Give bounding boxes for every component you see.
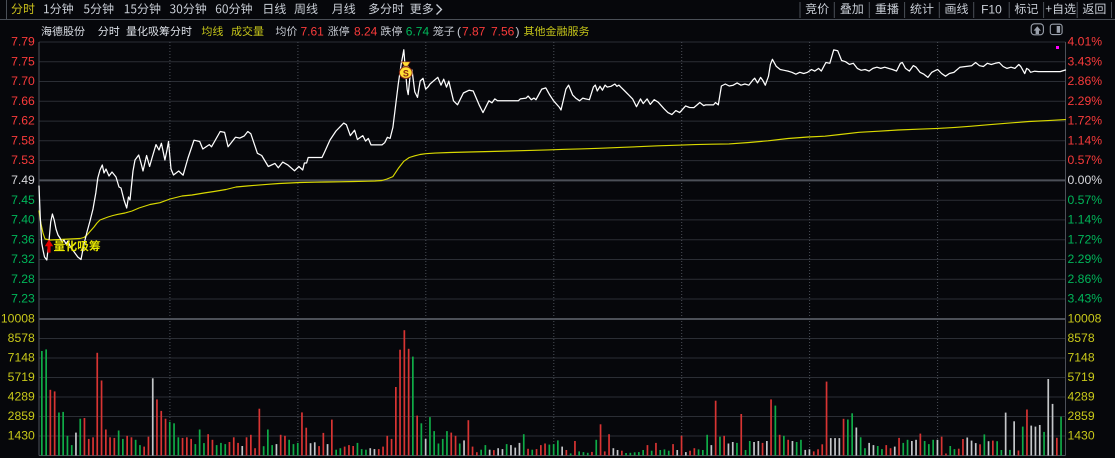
svg-text:F10: F10 bbox=[981, 2, 1002, 16]
svg-text:): ) bbox=[516, 24, 520, 38]
svg-text:2.86%: 2.86% bbox=[1068, 272, 1103, 286]
svg-text:7.87: 7.87 bbox=[462, 24, 486, 38]
svg-text:4289: 4289 bbox=[8, 390, 35, 404]
svg-text:1.14%: 1.14% bbox=[1068, 133, 1103, 147]
svg-text:7.66: 7.66 bbox=[11, 94, 35, 108]
svg-text:0.00%: 0.00% bbox=[1068, 173, 1103, 187]
svg-text:7.32: 7.32 bbox=[11, 252, 35, 266]
svg-text:7.56: 7.56 bbox=[491, 24, 515, 38]
svg-text:1.72%: 1.72% bbox=[1068, 114, 1103, 128]
svg-text:8578: 8578 bbox=[1068, 331, 1095, 345]
svg-text:2.86%: 2.86% bbox=[1068, 74, 1103, 88]
svg-text:7.62: 7.62 bbox=[11, 114, 35, 128]
svg-text:7148: 7148 bbox=[1068, 351, 1095, 365]
svg-text:1430: 1430 bbox=[1068, 429, 1095, 443]
svg-text:1.72%: 1.72% bbox=[1068, 232, 1103, 246]
svg-text:5719: 5719 bbox=[1068, 370, 1095, 384]
svg-text:8578: 8578 bbox=[8, 331, 35, 345]
svg-text:7.45: 7.45 bbox=[11, 193, 35, 207]
svg-text:2.29%: 2.29% bbox=[1068, 94, 1103, 108]
svg-text:7.70: 7.70 bbox=[11, 74, 35, 88]
svg-text:10008: 10008 bbox=[1, 312, 35, 326]
svg-text:7.75: 7.75 bbox=[11, 54, 35, 68]
svg-text:7.79: 7.79 bbox=[11, 35, 35, 49]
svg-text:4289: 4289 bbox=[1068, 390, 1095, 404]
svg-text:0.57%: 0.57% bbox=[1068, 193, 1103, 207]
svg-text:8.24: 8.24 bbox=[354, 24, 378, 38]
svg-text:3.43%: 3.43% bbox=[1068, 54, 1103, 68]
svg-text:7.23: 7.23 bbox=[11, 292, 35, 306]
svg-text:2859: 2859 bbox=[8, 409, 35, 423]
svg-text:7.58: 7.58 bbox=[11, 133, 35, 147]
svg-text:7.49: 7.49 bbox=[11, 173, 35, 187]
svg-text:(: ( bbox=[457, 24, 461, 38]
svg-text:2859: 2859 bbox=[1068, 409, 1095, 423]
svg-text:3.43%: 3.43% bbox=[1068, 292, 1103, 306]
svg-text:1.14%: 1.14% bbox=[1068, 213, 1103, 227]
svg-text:S: S bbox=[403, 69, 409, 79]
svg-text:1430: 1430 bbox=[8, 429, 35, 443]
svg-text:4.01%: 4.01% bbox=[1068, 35, 1103, 49]
svg-text:6.74: 6.74 bbox=[406, 24, 430, 38]
svg-text:7.28: 7.28 bbox=[11, 272, 35, 286]
svg-text:7148: 7148 bbox=[8, 351, 35, 365]
svg-text:2.29%: 2.29% bbox=[1068, 252, 1103, 266]
svg-text:7.40: 7.40 bbox=[11, 213, 35, 227]
svg-text:5719: 5719 bbox=[8, 370, 35, 384]
svg-text:0.57%: 0.57% bbox=[1068, 153, 1103, 167]
svg-text:10008: 10008 bbox=[1068, 312, 1102, 326]
svg-text:7.61: 7.61 bbox=[301, 24, 325, 38]
svg-text:7.53: 7.53 bbox=[11, 153, 35, 167]
svg-text:7.36: 7.36 bbox=[11, 232, 35, 246]
